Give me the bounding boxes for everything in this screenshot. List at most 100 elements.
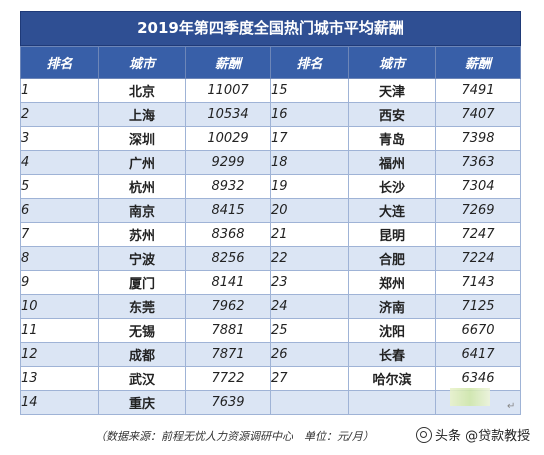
city-cell: 大连: [348, 198, 436, 223]
salary-cell: 11007: [185, 78, 271, 103]
rank-cell: 12: [20, 342, 99, 367]
table-row: 13 武汉 7722 27 哈尔滨 6346: [20, 366, 521, 391]
rank-cell: 17: [270, 126, 349, 151]
table-row: 7 苏州 8368 21 昆明 7247: [20, 222, 521, 247]
column-header: 城市: [348, 46, 436, 79]
city-cell: 北京: [98, 78, 186, 103]
salary-cell: 9299: [185, 150, 271, 175]
header-row: 排名 城市 薪酬 排名 城市 薪酬: [20, 46, 521, 79]
city-cell: 杭州: [98, 174, 186, 199]
table-row: 10 东莞 7962 24 济南 7125: [20, 294, 521, 319]
table-row: 3 深圳 10029 17 青岛 7398: [20, 126, 521, 151]
salary-sheet: 2019年第四季度全国热门城市平均薪酬 排名 城市 薪酬 排名 城市 薪酬 1 北京 1100…: [20, 11, 521, 415]
city-cell: 福州: [348, 150, 436, 175]
table-row: 6 南京 8415 20 大连 7269: [20, 198, 521, 223]
salary-cell: 7962: [185, 294, 271, 319]
salary-cell: 7363: [435, 150, 521, 175]
salary-cell: 10029: [185, 126, 271, 151]
city-cell: 青岛: [348, 126, 436, 151]
city-cell: 深圳: [98, 126, 186, 151]
salary-cell: 7269: [435, 198, 521, 223]
rank-cell: 6: [20, 198, 99, 223]
rank-cell: 5: [20, 174, 99, 199]
salary-cell: 8415: [185, 198, 271, 223]
rank-cell: 24: [270, 294, 349, 319]
city-cell: 哈尔滨: [348, 366, 436, 391]
salary-cell: 7881: [185, 318, 271, 343]
column-header: 排名: [270, 46, 349, 79]
rank-cell: [270, 390, 349, 415]
table-body: 1 北京 11007 15 天津 7491 2 上海 10534 16 西安 7407 3 深圳 10029…: [20, 78, 521, 415]
city-cell: 成都: [98, 342, 186, 367]
rank-cell: 13: [20, 366, 99, 391]
rank-cell: 15: [270, 78, 349, 103]
column-header: 排名: [20, 46, 99, 79]
salary-cell: 7871: [185, 342, 271, 367]
rank-cell: 20: [270, 198, 349, 223]
source-note: （数据来源：前程无忧人力资源调研中心 单位：元/月）: [95, 430, 374, 443]
table-row: 8 宁波 8256 22 合肥 7224: [20, 246, 521, 271]
watermark: 头条 @贷款教授: [416, 425, 530, 444]
salary-cell: 7491: [435, 78, 521, 103]
rank-cell: 25: [270, 318, 349, 343]
city-cell: 苏州: [98, 222, 186, 247]
rank-cell: 11: [20, 318, 99, 343]
rank-cell: 7: [20, 222, 99, 247]
city-cell: 天津: [348, 78, 436, 103]
blurred-patch: [450, 388, 490, 406]
salary-cell: 7224: [435, 246, 521, 271]
rank-cell: 27: [270, 366, 349, 391]
city-cell: 郑州: [348, 270, 436, 295]
table-title: 2019年第四季度全国热门城市平均薪酬: [20, 11, 521, 46]
salary-cell: 7407: [435, 102, 521, 127]
salary-cell: 7722: [185, 366, 271, 391]
rank-cell: 26: [270, 342, 349, 367]
table-row: 9 厦门 8141 23 郑州 7143: [20, 270, 521, 295]
salary-table: 2019年第四季度全国热门城市平均薪酬 排名 城市 薪酬 排名 城市 薪酬 1 北京 1100…: [20, 11, 521, 415]
table-row: 11 无锡 7881 25 沈阳 6670: [20, 318, 521, 343]
rank-cell: 10: [20, 294, 99, 319]
rank-cell: 1: [20, 78, 99, 103]
rank-cell: 9: [20, 270, 99, 295]
salary-cell: 7398: [435, 126, 521, 151]
city-cell: 厦门: [98, 270, 186, 295]
salary-cell: 8256: [185, 246, 271, 271]
rank-cell: 3: [20, 126, 99, 151]
column-header: 薪酬: [185, 46, 271, 79]
city-cell: 重庆: [98, 390, 186, 415]
city-cell: 无锡: [98, 318, 186, 343]
paragraph-mark: ↵: [507, 401, 516, 412]
city-cell: 南京: [98, 198, 186, 223]
rank-cell: 4: [20, 150, 99, 175]
column-header: 城市: [98, 46, 186, 79]
city-cell: [348, 390, 436, 415]
toutiao-logo-icon: [416, 426, 432, 443]
salary-cell: 7143: [435, 270, 521, 295]
table-row: 1 北京 11007 15 天津 7491: [20, 78, 521, 103]
city-cell: 宁波: [98, 246, 186, 271]
salary-cell: 7639: [185, 390, 271, 415]
city-cell: 沈阳: [348, 318, 436, 343]
table-row: 4 广州 9299 18 福州 7363: [20, 150, 521, 175]
rank-cell: 21: [270, 222, 349, 247]
rank-cell: 18: [270, 150, 349, 175]
city-cell: 济南: [348, 294, 436, 319]
salary-cell: 8368: [185, 222, 271, 247]
rank-cell: 14: [20, 390, 99, 415]
salary-cell: 6670: [435, 318, 521, 343]
table-row: 2 上海 10534 16 西安 7407: [20, 102, 521, 127]
salary-cell: 8141: [185, 270, 271, 295]
city-cell: 昆明: [348, 222, 436, 247]
table-row: 14 重庆 7639: [20, 390, 521, 415]
city-cell: 东莞: [98, 294, 186, 319]
rank-cell: 2: [20, 102, 99, 127]
salary-cell: 7304: [435, 174, 521, 199]
watermark-text: 头条 @贷款教授: [435, 429, 531, 444]
city-cell: 广州: [98, 150, 186, 175]
salary-cell: 7247: [435, 222, 521, 247]
rank-cell: 8: [20, 246, 99, 271]
city-cell: 武汉: [98, 366, 186, 391]
rank-cell: 16: [270, 102, 349, 127]
table-row: 12 成都 7871 26 长春 6417: [20, 342, 521, 367]
column-header: 薪酬: [435, 46, 521, 79]
